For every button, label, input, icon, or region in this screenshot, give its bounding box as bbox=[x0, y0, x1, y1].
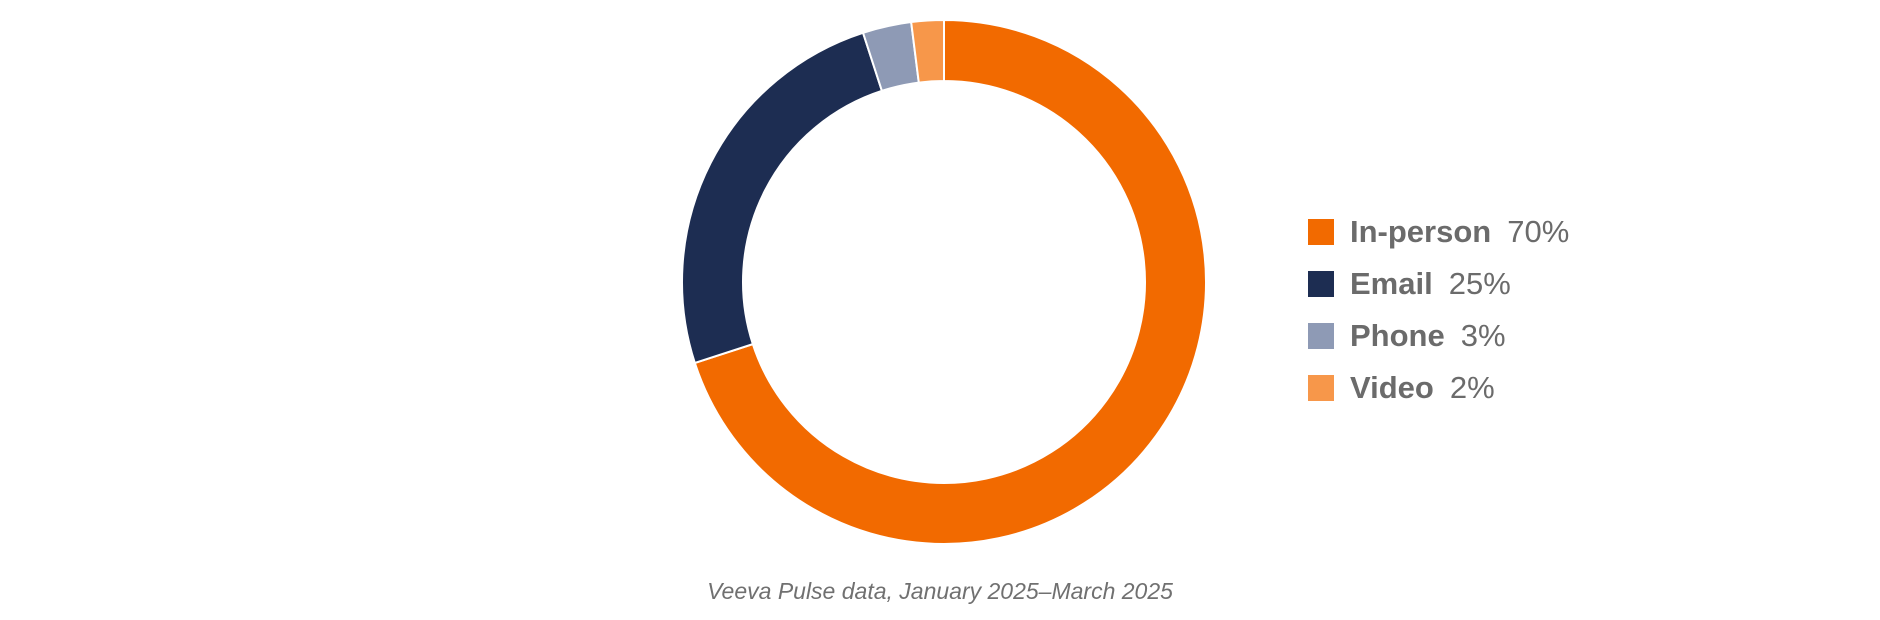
legend-value-email: 25% bbox=[1448, 266, 1511, 301]
legend-swatch-email bbox=[1308, 271, 1334, 297]
donut-slice-email bbox=[681, 31, 884, 365]
legend-item-video: Video 2% bbox=[1308, 362, 1569, 414]
legend-swatch-in-person bbox=[1308, 219, 1334, 245]
legend-label-phone: Phone bbox=[1350, 318, 1445, 353]
legend-label-video: Video bbox=[1350, 370, 1434, 405]
legend-label-in-person: In-person bbox=[1350, 214, 1492, 249]
donut-slice-video bbox=[910, 18, 945, 84]
chart-caption: Veeva Pulse data, January 2025–March 202… bbox=[707, 578, 1173, 604]
legend-value-in-person: 70% bbox=[1507, 214, 1570, 249]
legend-item-email: Email 25% bbox=[1308, 258, 1569, 310]
legend-swatch-video bbox=[1308, 375, 1334, 401]
legend-item-in-person: In-person 70% bbox=[1308, 206, 1569, 258]
legend-swatch-phone bbox=[1308, 323, 1334, 349]
legend: In-person 70% Email 25% Phone 3% Video 2… bbox=[1308, 206, 1569, 414]
legend-item-phone: Phone 3% bbox=[1308, 310, 1569, 362]
donut-slice-in-person bbox=[693, 18, 1207, 545]
legend-value-video: 2% bbox=[1449, 370, 1495, 405]
legend-label-email: Email bbox=[1350, 266, 1433, 301]
legend-value-phone: 3% bbox=[1460, 318, 1506, 353]
